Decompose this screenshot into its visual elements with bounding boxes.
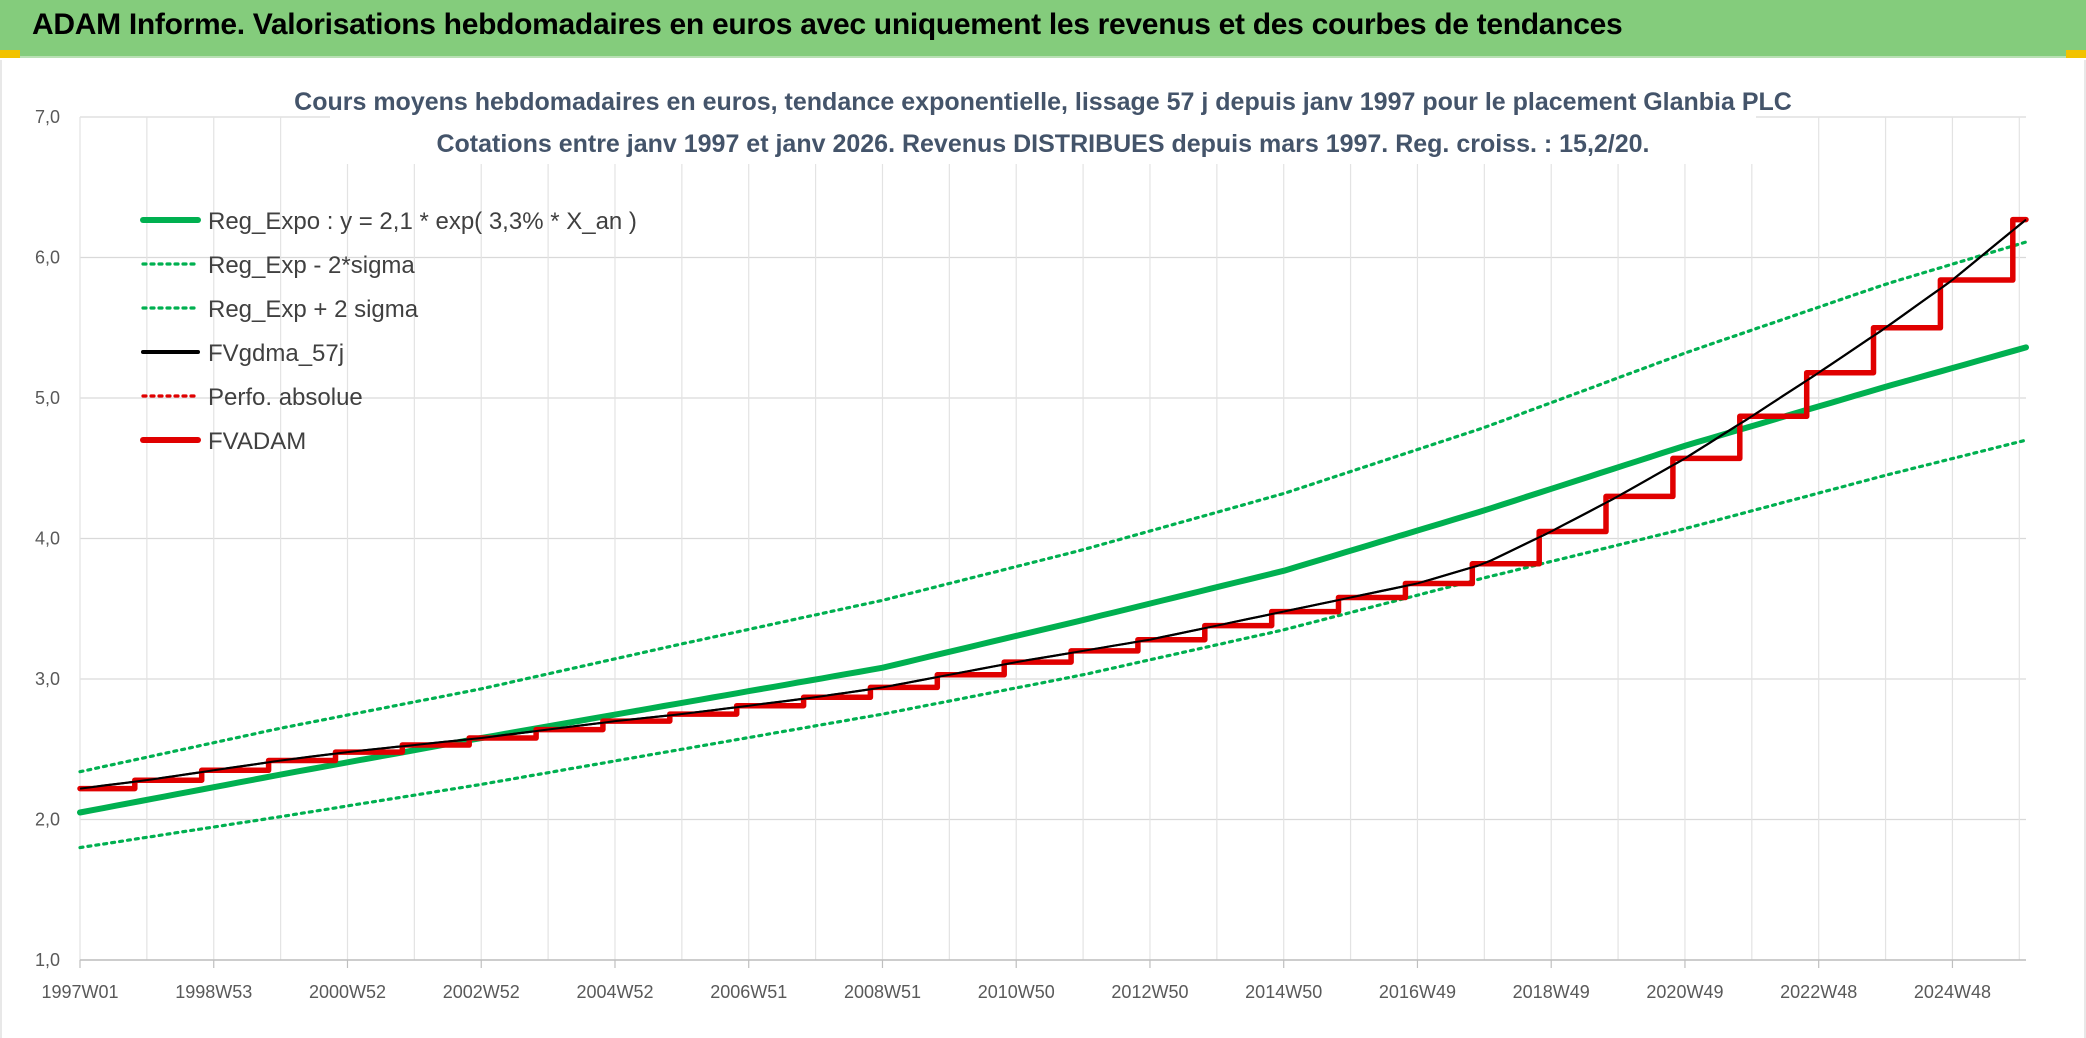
legend-label-reg-exp-2-sigma: Reg_Exp + 2 sigma — [208, 296, 419, 323]
series-line-reg-expo-y-2-1-exp-3-3-x-an — [77, 344, 2029, 816]
x-tick-label: 2012W50 — [1111, 982, 1188, 1002]
series-line-reg-exp-2-sigma — [78, 240, 2028, 774]
y-tick-label: 3,0 — [35, 669, 60, 689]
series-line-reg-exp-2-sigma — [78, 438, 2028, 850]
report-title: ADAM Informe. Valorisations hebdomadaire… — [32, 8, 1623, 41]
chart-titles: Cours moyens hebdomadaires en euros, ten… — [294, 78, 1792, 164]
legend-label-reg-exp-2-sigma: Reg_Exp - 2*sigma — [208, 252, 415, 279]
x-tick-label: 2002W52 — [443, 982, 520, 1002]
x-tick-label: 2006W51 — [710, 982, 787, 1002]
x-tick-label: 2018W49 — [1513, 982, 1590, 1002]
x-tick-label: 2008W51 — [844, 982, 921, 1002]
legend-label-reg-expo-y-2-1-exp-3-3-x-an: Reg_Expo : y = 2,1 * exp( 3,3% * X_an ) — [208, 208, 637, 235]
x-tick-label: 1997W01 — [41, 982, 118, 1002]
y-tick-label: 4,0 — [35, 529, 60, 549]
chart-axes: 1,0 2,0 3,0 4,0 5,0 6,0 7,0 1997W01 1998W53 2000W… — [35, 107, 2026, 1002]
chart-subtitle: Cotations entre janv 1997 et janv 2026. … — [436, 130, 1649, 158]
report-banner: ADAM Informe. Valorisations hebdomadaire… — [0, 0, 2086, 58]
y-tick-label: 1,0 — [35, 950, 60, 970]
y-tick-label: 2,0 — [35, 810, 60, 830]
x-tick-label: 2024W48 — [1914, 982, 1991, 1002]
x-tick-label: 1998W53 — [175, 982, 252, 1002]
chart-title: Cours moyens hebdomadaires en euros, ten… — [294, 88, 1792, 116]
title-background — [330, 78, 1756, 164]
y-tick-label: 7,0 — [35, 107, 60, 127]
chart-grid — [79, 116, 2026, 961]
x-tick-label: 2016W49 — [1379, 982, 1456, 1002]
y-tick-label: 5,0 — [35, 388, 60, 408]
banner-corner-left — [0, 50, 20, 58]
banner-corner-right — [2066, 50, 2086, 58]
x-tick-label: 2004W52 — [576, 982, 653, 1002]
legend-label-perfo-absolue: Perfo. absolue — [208, 384, 363, 411]
x-tick-label: 2014W50 — [1245, 982, 1322, 1002]
x-tick-label: 2000W52 — [309, 982, 386, 1002]
series-line-fvgdma-overlay — [79, 218, 2027, 790]
y-tick-label: 6,0 — [35, 248, 60, 268]
legend-label-fvgdma-57j: FVgdma_57j — [208, 340, 344, 367]
legend-label-fvadam: FVADAM — [208, 428, 306, 455]
chart-frame — [0, 60, 2086, 1038]
chart-series — [77, 216, 2029, 850]
x-tick-label: 2020W49 — [1646, 982, 1723, 1002]
chart-legend: Reg_Expo : y = 2,1 * exp( 3,3% * X_an ) R… — [140, 208, 637, 455]
x-tick-label: 2010W50 — [978, 982, 1055, 1002]
x-tick-label: 2022W48 — [1780, 982, 1857, 1002]
